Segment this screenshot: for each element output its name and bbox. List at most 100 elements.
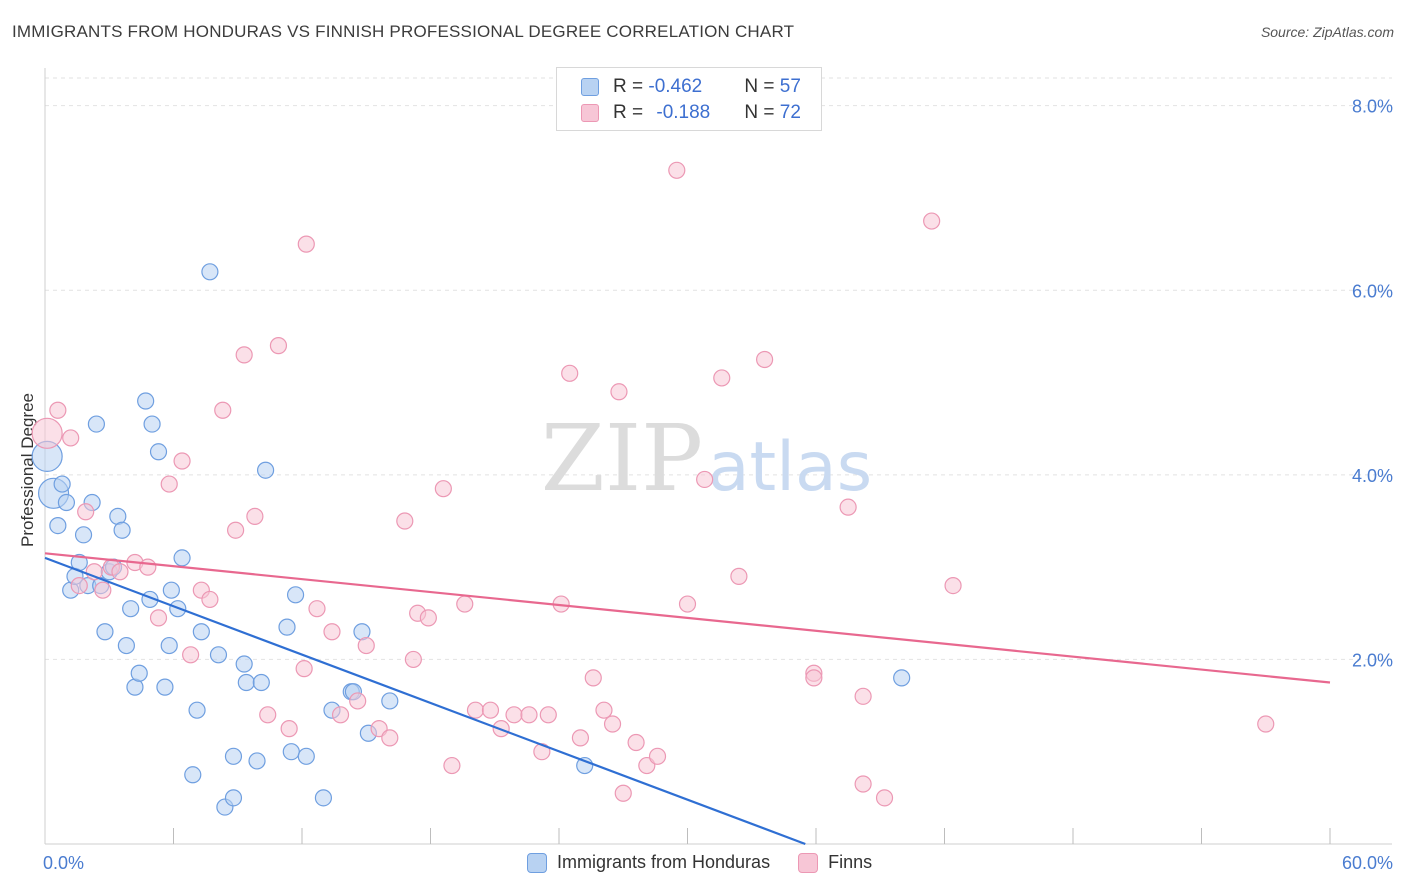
gridlines	[45, 77, 1392, 660]
finns-point	[805, 669, 823, 687]
legend-r-label: R =	[613, 76, 649, 97]
finns-point	[139, 558, 157, 576]
finns-point	[561, 364, 579, 382]
finns-point	[269, 337, 288, 355]
finns-point	[404, 650, 422, 669]
honduras-point	[137, 392, 155, 410]
honduras-point	[173, 549, 191, 567]
finns-point	[923, 212, 941, 230]
finns-point	[419, 609, 437, 627]
legend-r-value: -0.188	[656, 102, 711, 123]
honduras-point	[282, 743, 300, 761]
honduras-point	[209, 646, 228, 664]
series-legend: Immigrants from Honduras Finns	[527, 852, 900, 873]
trendlines	[44, 552, 1331, 846]
finns-point	[246, 507, 264, 525]
finns-point	[295, 660, 313, 678]
legend-n-label: N =	[744, 76, 780, 97]
finns-point	[434, 480, 452, 498]
honduras-point	[130, 664, 148, 682]
legend-swatch-blue	[581, 78, 599, 96]
chart-title: IMMIGRANTS FROM HONDURAS VS FINNISH PROF…	[12, 22, 795, 41]
honduras-point	[49, 517, 67, 535]
honduras-point	[201, 263, 219, 281]
series-finns-points	[31, 161, 1275, 807]
finns-point	[31, 417, 63, 449]
honduras-point	[149, 443, 168, 461]
finns-point	[466, 701, 485, 719]
legend-item-finns[interactable]: Finns	[798, 852, 872, 873]
honduras-point	[235, 655, 253, 673]
finns-point	[396, 512, 414, 530]
finns-point	[70, 576, 88, 595]
legend-n-value: 57	[779, 76, 801, 97]
honduras-point	[192, 623, 210, 641]
finns-point	[539, 706, 557, 724]
finns-point	[308, 600, 326, 618]
finns-point	[456, 595, 474, 613]
honduras-point	[893, 669, 911, 687]
finns-point	[182, 646, 200, 664]
finns-point	[77, 503, 95, 521]
finns-point	[357, 636, 375, 655]
honduras-point	[314, 789, 333, 807]
honduras-point	[184, 766, 202, 784]
finns-point	[603, 715, 622, 733]
finns-point	[201, 590, 219, 609]
finns-point	[584, 669, 602, 687]
finns-point	[481, 701, 500, 719]
finns-point	[854, 775, 872, 793]
correlation-legend: R = -0.462 N = 57 R = -0.188 N = 72	[556, 67, 822, 131]
finns-point	[259, 706, 277, 724]
honduras-point	[74, 526, 93, 544]
honduras-point	[117, 636, 135, 655]
finns-point	[854, 687, 872, 705]
y-tick-label: 6.0%	[1352, 281, 1393, 301]
legend-r-value: -0.462	[648, 76, 703, 97]
x-tick-label-max: 60.0%	[1342, 853, 1393, 873]
finns-point	[730, 567, 748, 585]
legend-r-label: R =	[613, 102, 649, 123]
finns-point	[610, 383, 628, 401]
finns-point	[235, 346, 253, 364]
finns-point	[149, 609, 168, 627]
finns-point	[678, 595, 697, 613]
finns-point	[94, 581, 112, 599]
legend-n-label: N =	[744, 102, 780, 123]
finns-point	[331, 706, 350, 724]
honduras-point	[224, 789, 243, 807]
legend-label-honduras: Immigrants from Honduras	[557, 852, 771, 872]
legend-row-honduras: R = -0.462 N = 57	[581, 75, 801, 99]
finns-point	[839, 498, 857, 516]
source-credit: Source: ZipAtlas.com	[1260, 24, 1394, 40]
honduras-point	[188, 701, 206, 719]
legend-swatch-blue	[527, 852, 547, 873]
legend-row-finns: R = -0.188 N = 72	[581, 101, 801, 125]
finns-point	[668, 161, 686, 179]
honduras-point	[113, 521, 131, 539]
finns-point	[280, 720, 298, 738]
honduras-point	[224, 747, 243, 765]
y-tick-label: 2.0%	[1352, 650, 1393, 670]
honduras-point	[278, 618, 296, 636]
finns-point	[49, 401, 67, 419]
finns-point	[571, 729, 590, 747]
honduras-point	[248, 752, 266, 770]
finns-point	[875, 789, 894, 807]
finns-point	[614, 784, 632, 802]
finns-point	[1257, 715, 1275, 733]
finns-point	[381, 729, 399, 747]
finns-point	[595, 701, 613, 719]
legend-swatch-pink	[581, 104, 599, 122]
x-tick-label-min: 0.0%	[43, 853, 84, 873]
legend-label-finns: Finns	[828, 852, 873, 872]
finns-point	[755, 350, 774, 369]
finns-trendline	[44, 552, 1331, 684]
legend-n-value: 72	[779, 102, 801, 123]
honduras-point	[256, 461, 275, 479]
honduras-point	[122, 600, 140, 618]
finns-point	[627, 733, 645, 752]
legend-item-honduras[interactable]: Immigrants from Honduras	[527, 852, 770, 873]
honduras-trendline	[44, 556, 806, 846]
